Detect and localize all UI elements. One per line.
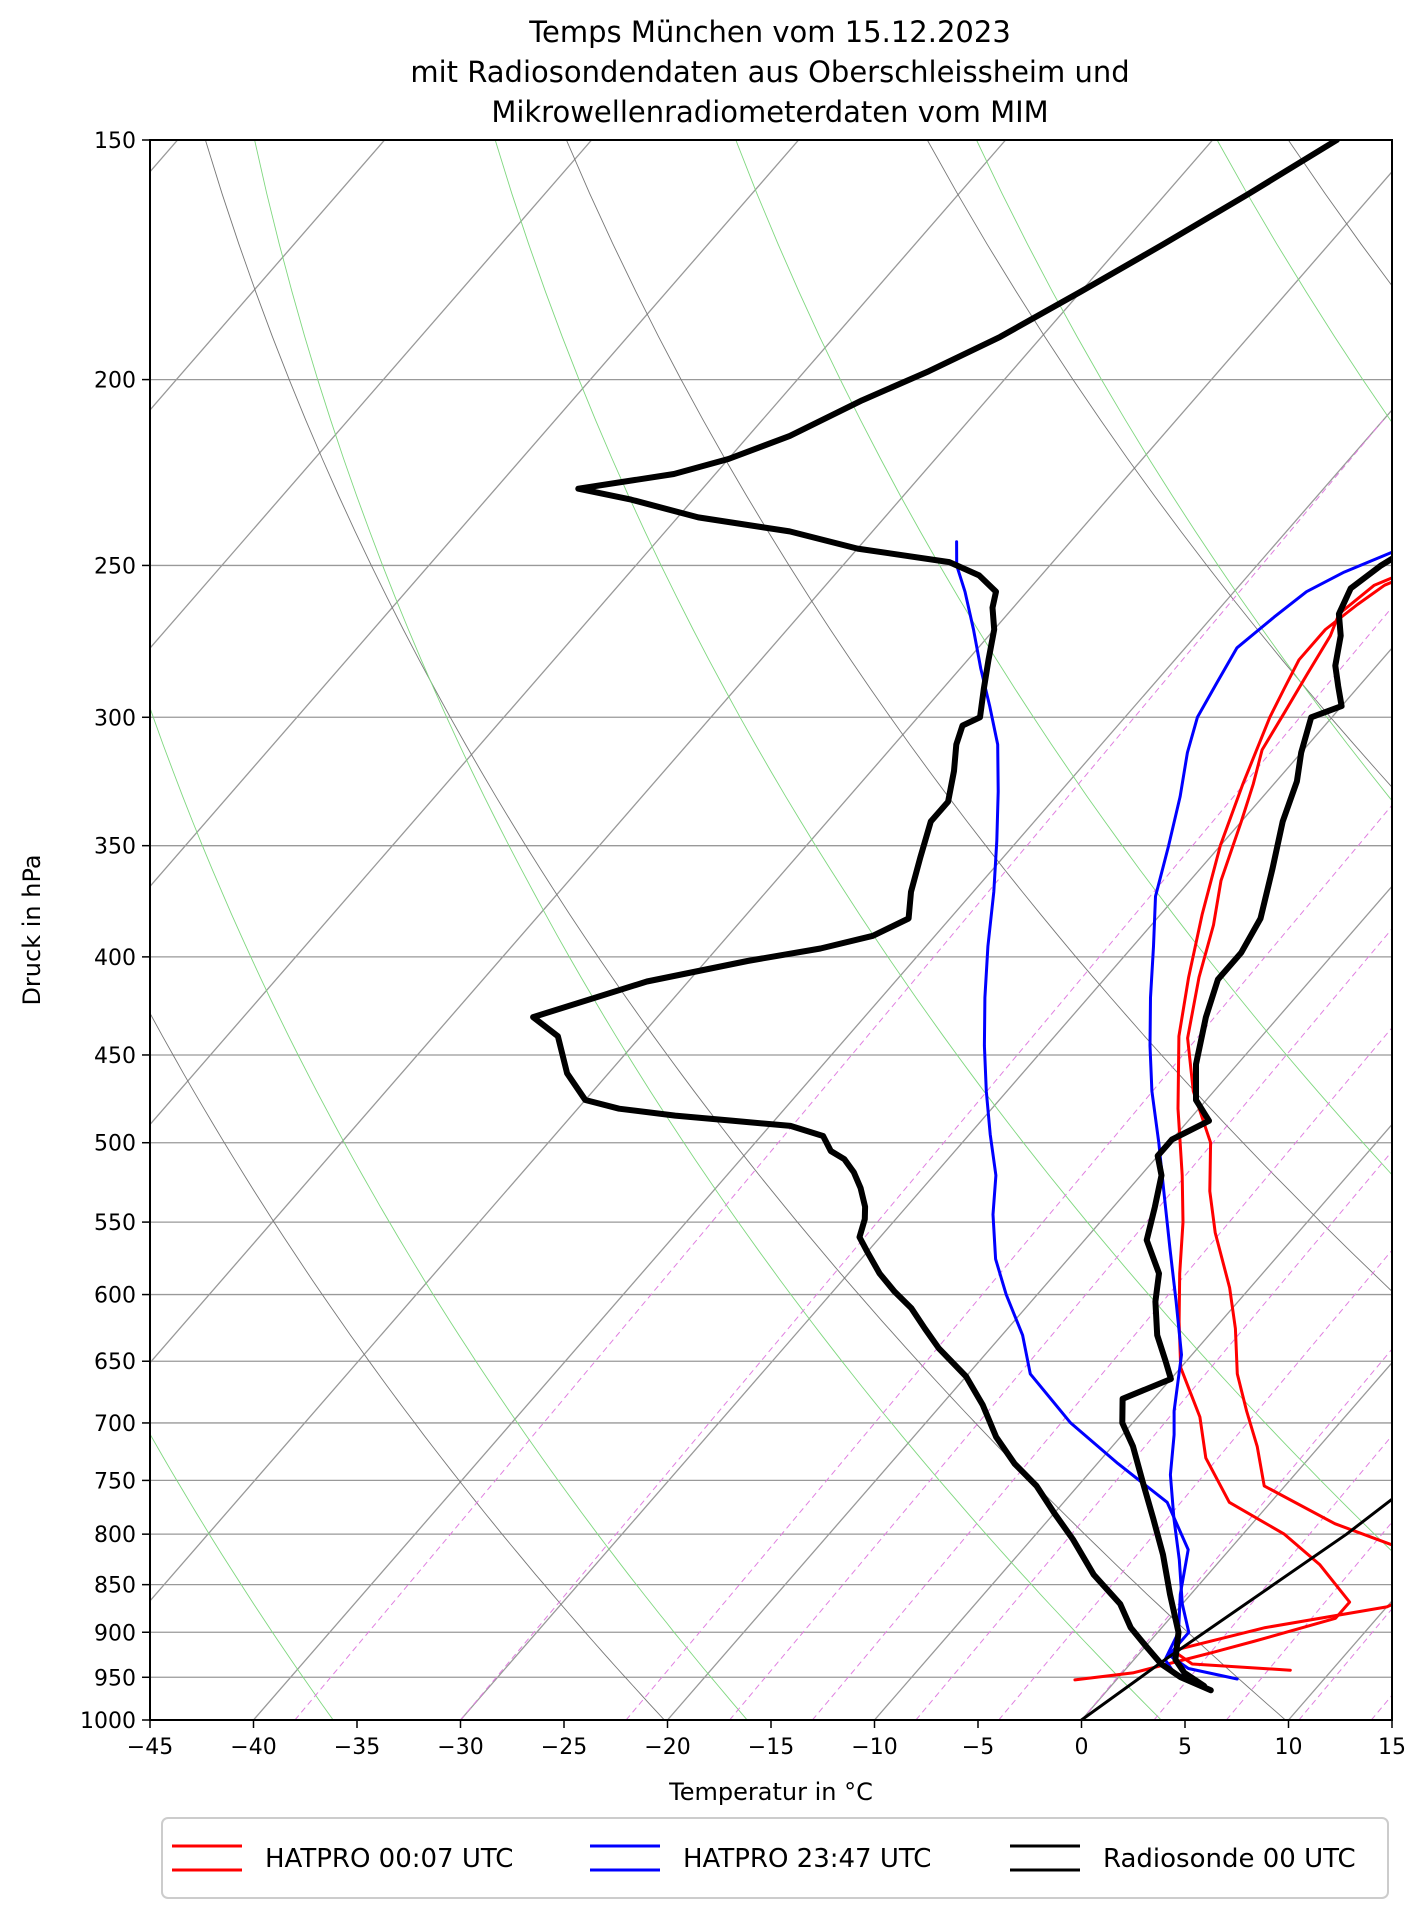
series-hatpro-23-47-utc-dewpoint xyxy=(955,540,1200,1684)
y-tick-label: 300 xyxy=(94,706,136,731)
y-tick-label: 900 xyxy=(94,1621,136,1646)
isotherm-line xyxy=(150,140,593,650)
isotherm-line xyxy=(874,1123,1392,1720)
mixing-ratio-line xyxy=(625,804,1392,1720)
legend-label-hatpro-2347: HATPRO 23:47 UTC xyxy=(683,1844,931,1874)
moist-adiabat-line xyxy=(976,140,1392,802)
series-hatpro-00-07-utc-dewpoint xyxy=(1073,580,1392,1682)
x-tick-label: −45 xyxy=(127,1735,173,1760)
y-tick-label: 850 xyxy=(94,1574,136,1599)
x-tick-label: −20 xyxy=(644,1735,690,1760)
x-tick-label: 0 xyxy=(1075,1735,1089,1760)
moist-adiabat-line xyxy=(150,706,748,1720)
mixing-ratio-line xyxy=(294,419,1384,1720)
moist-adiabat-line xyxy=(494,140,1392,1552)
x-axis-ticks: −45 −40 −35 −30 −25 −20 −15 −10 −5 0 5 10 15 xyxy=(127,1720,1406,1760)
mixing-ratio-line xyxy=(1081,1348,1392,1720)
y-tick-label: 800 xyxy=(94,1523,136,1548)
x-tick-label: −5 xyxy=(962,1735,994,1760)
dry-adiabat-line xyxy=(150,1012,665,1720)
y-axis-label: Druck in hPa xyxy=(18,854,46,1005)
legend-frame xyxy=(161,1817,1389,1899)
dry-adiabat-line xyxy=(565,140,1392,1292)
y-tick-label: 500 xyxy=(94,1132,136,1157)
isotherm-line xyxy=(1288,1599,1392,1720)
mixing-ratio-line xyxy=(998,1249,1392,1720)
chart-title-line-2: mit Radiosondendaten aus Oberschleisshei… xyxy=(410,55,1129,89)
x-tick-label: −30 xyxy=(437,1735,483,1760)
y-tick-label: 650 xyxy=(94,1350,136,1375)
chart-title: Temps München vom 15.12.2023 mit Radioso… xyxy=(410,15,1129,129)
reference-line xyxy=(1080,1497,1392,1720)
mixing-ratio-line xyxy=(1153,1434,1392,1720)
isotherm-line xyxy=(150,140,386,411)
x-axis-label: Temperatur in °C xyxy=(668,1778,873,1806)
dry-adiabat-line xyxy=(1287,140,1392,287)
x-tick-label: 15 xyxy=(1378,1735,1406,1760)
series-radiosonde-00-utc-temperature xyxy=(1119,555,1392,1689)
isotherm-line xyxy=(150,140,800,888)
y-tick-label: 750 xyxy=(94,1469,136,1494)
isotherm-line xyxy=(150,140,1007,1126)
chart-title-line-1: Temps München vom 15.12.2023 xyxy=(528,15,1011,49)
mixing-ratio-line xyxy=(915,1150,1392,1720)
legend-label-radiosonde: Radiosonde 00 UTC xyxy=(1103,1844,1356,1874)
y-tick-label: 950 xyxy=(94,1666,136,1691)
mixing-ratio-line xyxy=(812,1026,1392,1720)
isotherm-line xyxy=(667,885,1392,1720)
series-hatpro-23-47-utc-temperature xyxy=(1148,550,1392,1681)
mixing-ratio-line xyxy=(1298,1608,1392,1720)
chart-title-line-3: Mikrowellenradiometerdaten vom MIM xyxy=(491,95,1048,129)
moist-adiabat-line xyxy=(254,140,1162,1720)
legend-entry-hatpro-2347: HATPRO 23:47 UTC xyxy=(590,1844,931,1874)
mixing-ratio-line xyxy=(729,928,1392,1720)
moist-adiabat-line xyxy=(150,1433,334,1720)
y-tick-label: 200 xyxy=(94,369,136,394)
x-tick-label: −35 xyxy=(334,1735,380,1760)
y-tick-label: 550 xyxy=(94,1211,136,1236)
background-lines xyxy=(150,140,1392,1720)
y-tick-label: 250 xyxy=(94,554,136,579)
x-tick-label: −10 xyxy=(851,1735,897,1760)
legend-label-hatpro-0007: HATPRO 00:07 UTC xyxy=(265,1844,513,1874)
x-tick-label: −40 xyxy=(230,1735,276,1760)
y-tick-label: 600 xyxy=(94,1284,136,1309)
x-tick-label: −15 xyxy=(748,1735,794,1760)
moist-adiabat-line xyxy=(735,140,1392,1176)
moist-adiabat-line xyxy=(1216,140,1392,424)
isotherm-line xyxy=(150,170,1392,1602)
mixing-ratio-line xyxy=(1226,1521,1392,1720)
y-tick-label: 350 xyxy=(94,835,136,860)
series-layer xyxy=(530,140,1392,1720)
mixing-ratio-line xyxy=(1370,1694,1392,1720)
series-radiosonde-00-utc-dewpoint xyxy=(530,140,1340,1694)
dry-adiabat-line xyxy=(204,140,1286,1720)
isotherm-line xyxy=(150,140,1214,1364)
isotherm-line xyxy=(460,647,1392,1720)
x-tick-label: 10 xyxy=(1275,1735,1303,1760)
y-tick-label: 150 xyxy=(94,129,136,154)
y-axis-ticks: 150 200 250 300 350 400 450 500 550 600 650 700 750 8… xyxy=(80,129,150,1734)
dry-adiabat-line xyxy=(926,140,1392,788)
series-hatpro-00-07-utc-temperature xyxy=(1171,576,1392,1672)
legend: HATPRO 00:07 UTC HATPRO 23:47 UTC Radios… xyxy=(161,1817,1389,1899)
x-tick-label: −25 xyxy=(541,1735,587,1760)
isotherm-line xyxy=(253,408,1392,1720)
mixing-ratio-line xyxy=(460,606,1392,1720)
plot-frame xyxy=(149,139,1393,1721)
legend-entry-radiosonde: Radiosonde 00 UTC xyxy=(1010,1844,1356,1874)
legend-entry-hatpro-0007: HATPRO 00:07 UTC xyxy=(172,1844,513,1874)
isotherm-line xyxy=(1081,1361,1392,1720)
y-tick-label: 450 xyxy=(94,1044,136,1069)
y-tick-label: 700 xyxy=(94,1412,136,1437)
y-tick-label: 1000 xyxy=(80,1709,136,1734)
x-tick-label: 5 xyxy=(1178,1735,1192,1760)
y-tick-label: 400 xyxy=(94,946,136,971)
